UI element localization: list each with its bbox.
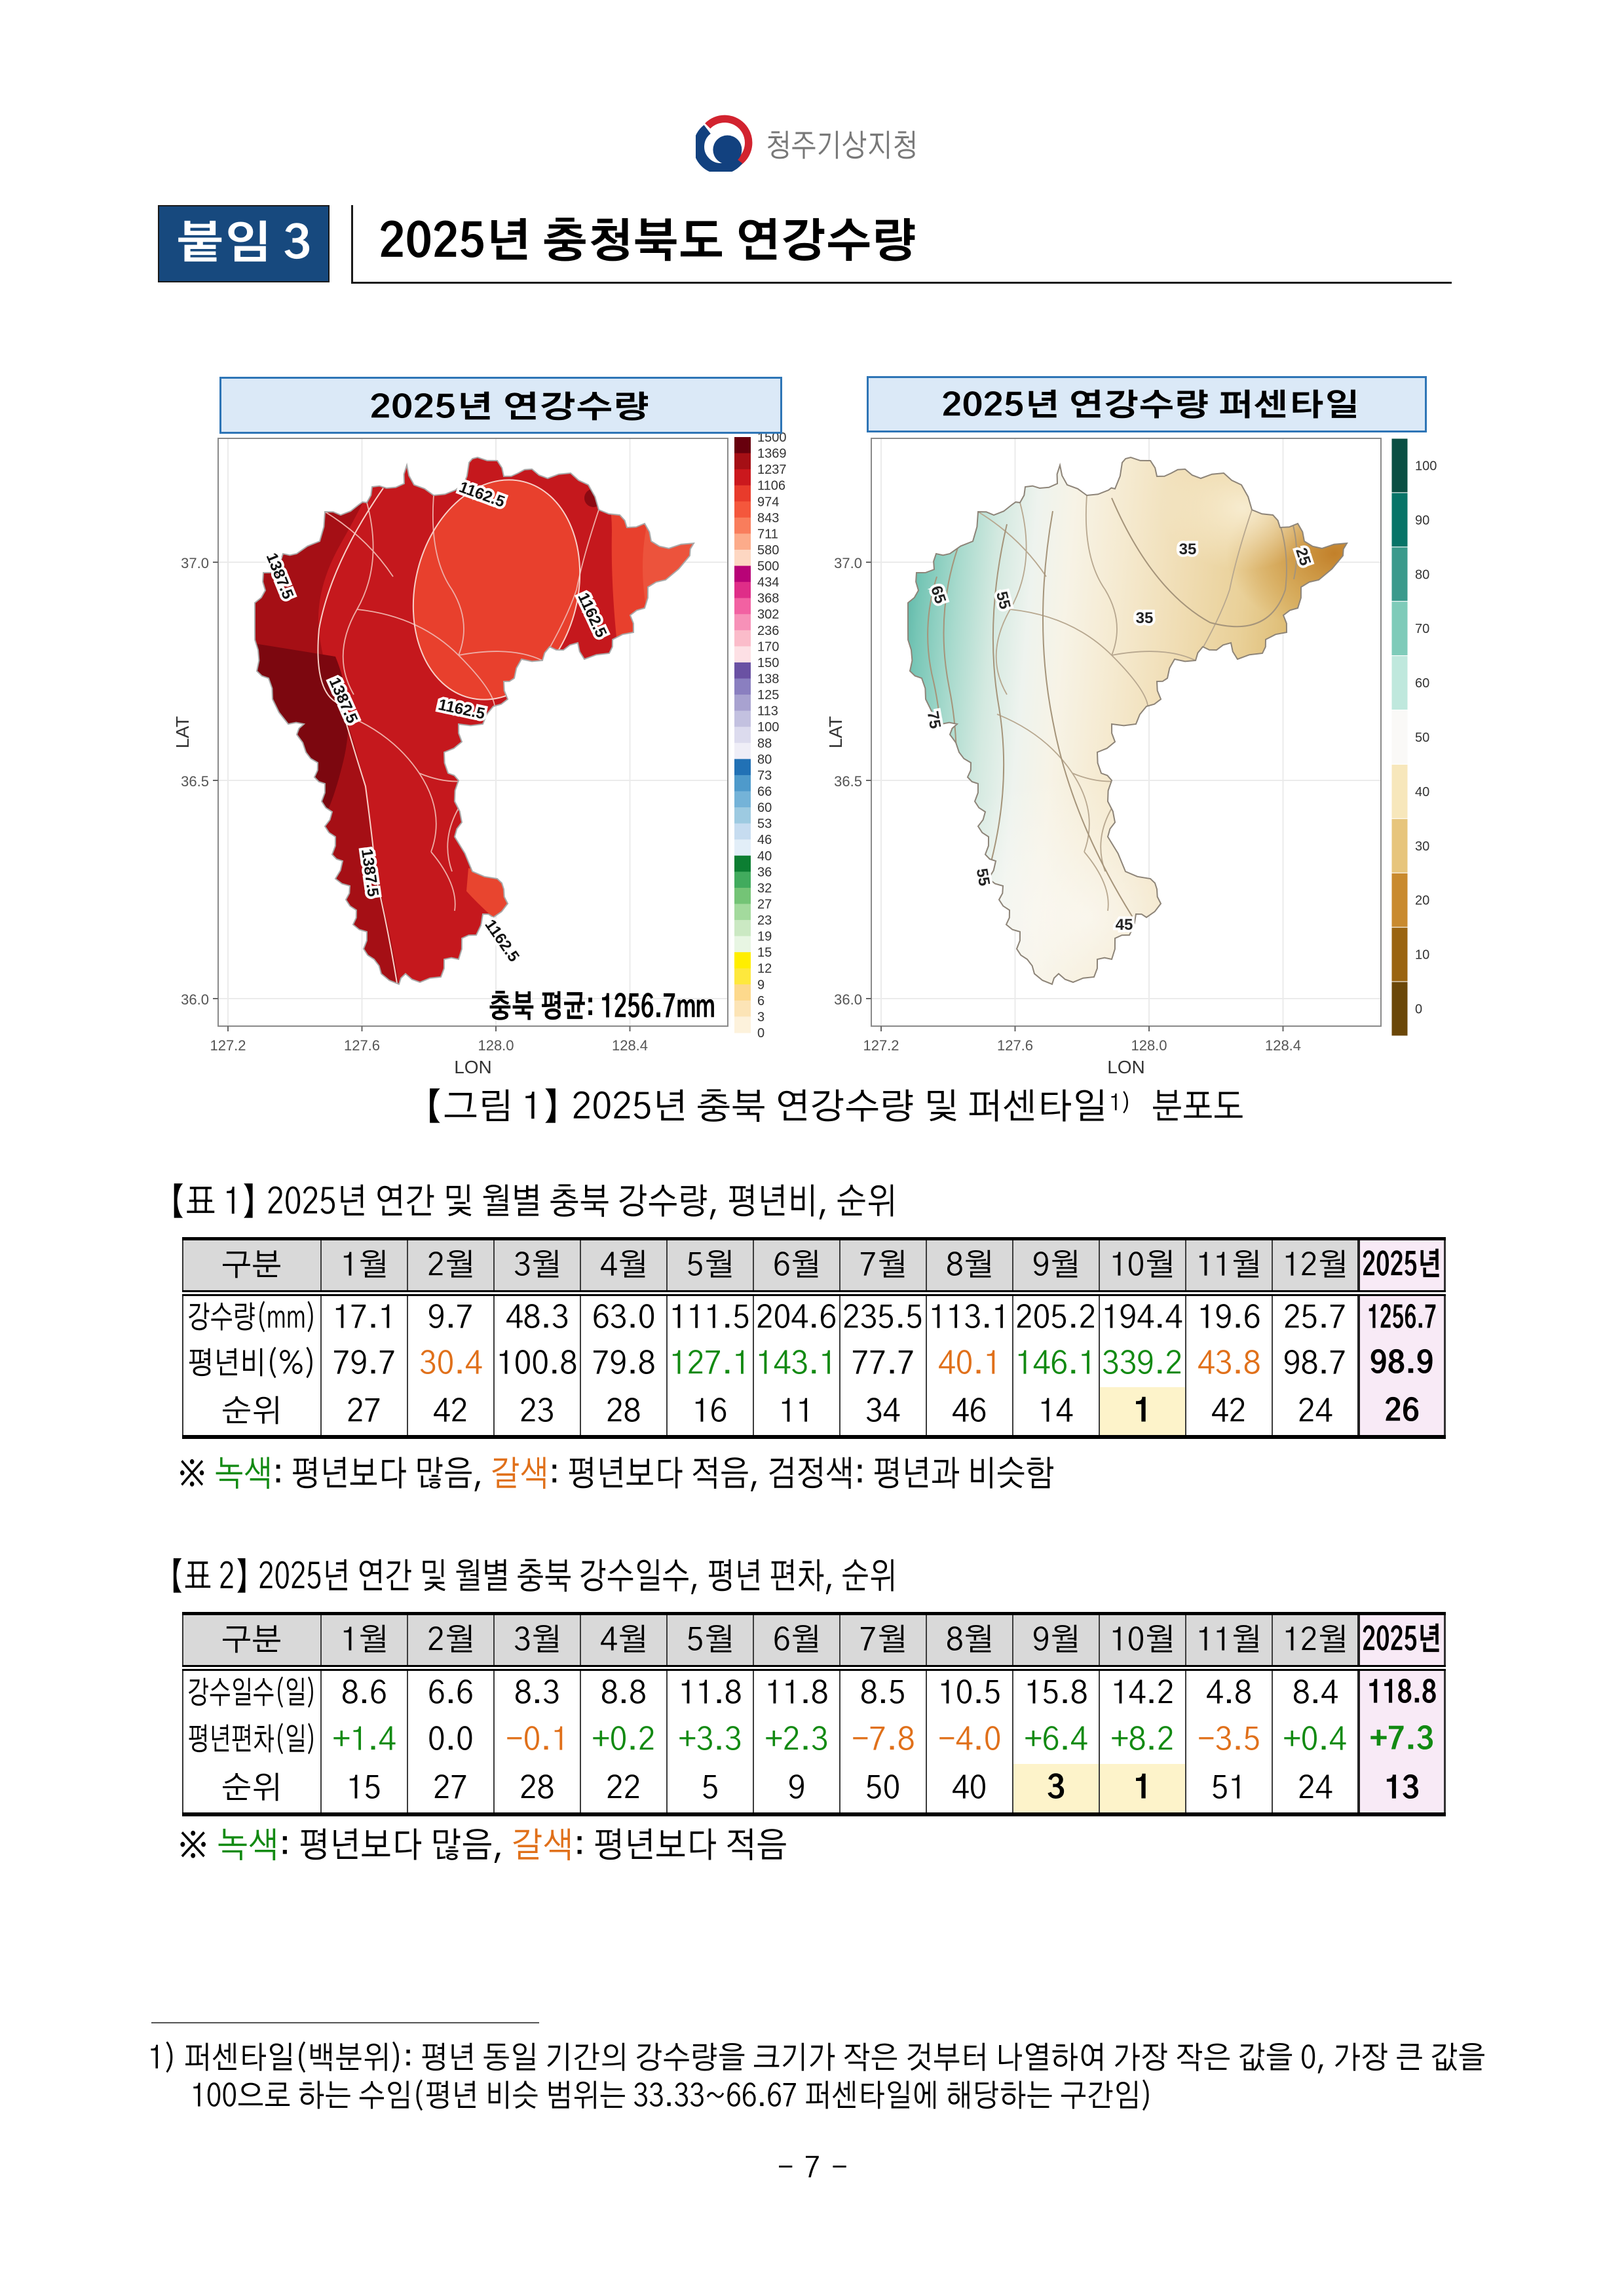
svg-text:127.2: 127.2 bbox=[210, 1037, 246, 1054]
svg-text:500: 500 bbox=[757, 560, 779, 574]
svg-text:1162.5: 1162.5 bbox=[481, 916, 522, 965]
svg-text:128.4: 128.4 bbox=[1265, 1037, 1301, 1054]
svg-text:LON: LON bbox=[454, 1057, 492, 1075]
svg-text:36.0: 36.0 bbox=[181, 991, 209, 1008]
svg-text:580: 580 bbox=[757, 543, 779, 558]
svg-text:1369: 1369 bbox=[757, 447, 787, 461]
svg-text:53: 53 bbox=[757, 817, 772, 832]
svg-text:170: 170 bbox=[757, 640, 779, 654]
svg-text:15: 15 bbox=[757, 946, 772, 960]
svg-text:80: 80 bbox=[1415, 567, 1429, 582]
svg-text:55: 55 bbox=[973, 867, 993, 887]
svg-text:37.0: 37.0 bbox=[834, 555, 862, 571]
svg-text:100: 100 bbox=[1415, 459, 1437, 474]
svg-text:88: 88 bbox=[757, 737, 772, 751]
svg-text:32: 32 bbox=[757, 881, 772, 896]
svg-text:0: 0 bbox=[757, 1026, 765, 1041]
svg-text:LAT: LAT bbox=[825, 716, 846, 748]
svg-text:368: 368 bbox=[757, 592, 779, 606]
svg-text:302: 302 bbox=[757, 607, 779, 622]
svg-text:434: 434 bbox=[757, 575, 779, 590]
svg-text:113: 113 bbox=[757, 704, 778, 719]
svg-text:0: 0 bbox=[1415, 1003, 1422, 1017]
svg-text:36.5: 36.5 bbox=[181, 773, 209, 790]
svg-text:30: 30 bbox=[1415, 839, 1429, 854]
svg-text:128.0: 128.0 bbox=[1131, 1037, 1167, 1054]
svg-text:128.4: 128.4 bbox=[612, 1037, 648, 1054]
svg-text:70: 70 bbox=[1415, 622, 1429, 636]
svg-text:1237: 1237 bbox=[757, 463, 787, 477]
svg-text:40: 40 bbox=[757, 849, 772, 864]
svg-text:60: 60 bbox=[757, 801, 772, 815]
svg-text:711: 711 bbox=[757, 527, 778, 541]
svg-text:125: 125 bbox=[757, 688, 779, 702]
svg-text:35: 35 bbox=[1136, 609, 1154, 627]
svg-text:127.2: 127.2 bbox=[863, 1037, 899, 1054]
svg-text:19: 19 bbox=[757, 930, 772, 944]
svg-text:36.0: 36.0 bbox=[834, 991, 862, 1008]
svg-text:9: 9 bbox=[757, 978, 765, 992]
svg-text:46: 46 bbox=[757, 833, 772, 847]
svg-text:127.6: 127.6 bbox=[997, 1037, 1033, 1054]
svg-text:10: 10 bbox=[1415, 948, 1429, 963]
svg-text:1500: 1500 bbox=[757, 430, 787, 445]
svg-text:128.0: 128.0 bbox=[478, 1037, 514, 1054]
svg-text:138: 138 bbox=[757, 672, 779, 687]
svg-text:27: 27 bbox=[757, 898, 772, 912]
svg-text:100: 100 bbox=[757, 720, 779, 735]
svg-text:12: 12 bbox=[757, 962, 772, 976]
svg-text:1106: 1106 bbox=[757, 479, 785, 493]
svg-text:40: 40 bbox=[1415, 785, 1429, 799]
svg-text:20: 20 bbox=[1415, 894, 1429, 908]
svg-text:90: 90 bbox=[1415, 513, 1429, 527]
svg-text:3: 3 bbox=[757, 1010, 765, 1024]
svg-text:75: 75 bbox=[924, 710, 944, 730]
svg-text:127.6: 127.6 bbox=[344, 1037, 380, 1054]
svg-text:23: 23 bbox=[757, 913, 772, 928]
svg-text:35: 35 bbox=[1179, 541, 1197, 558]
svg-text:843: 843 bbox=[757, 511, 779, 526]
svg-text:60: 60 bbox=[1415, 676, 1429, 691]
svg-text:LAT: LAT bbox=[172, 716, 193, 748]
svg-text:236: 236 bbox=[757, 624, 779, 638]
svg-text:80: 80 bbox=[757, 752, 772, 767]
svg-text:37.0: 37.0 bbox=[181, 555, 209, 571]
svg-text:73: 73 bbox=[757, 769, 772, 783]
svg-text:6: 6 bbox=[757, 994, 765, 1008]
svg-text:LON: LON bbox=[1107, 1057, 1145, 1075]
svg-text:66: 66 bbox=[757, 785, 772, 799]
svg-text:36.5: 36.5 bbox=[834, 773, 862, 790]
svg-text:50: 50 bbox=[1415, 731, 1429, 745]
svg-text:36: 36 bbox=[757, 865, 772, 879]
svg-text:150: 150 bbox=[757, 656, 779, 670]
svg-text:45: 45 bbox=[1116, 916, 1133, 934]
svg-text:974: 974 bbox=[757, 495, 779, 509]
